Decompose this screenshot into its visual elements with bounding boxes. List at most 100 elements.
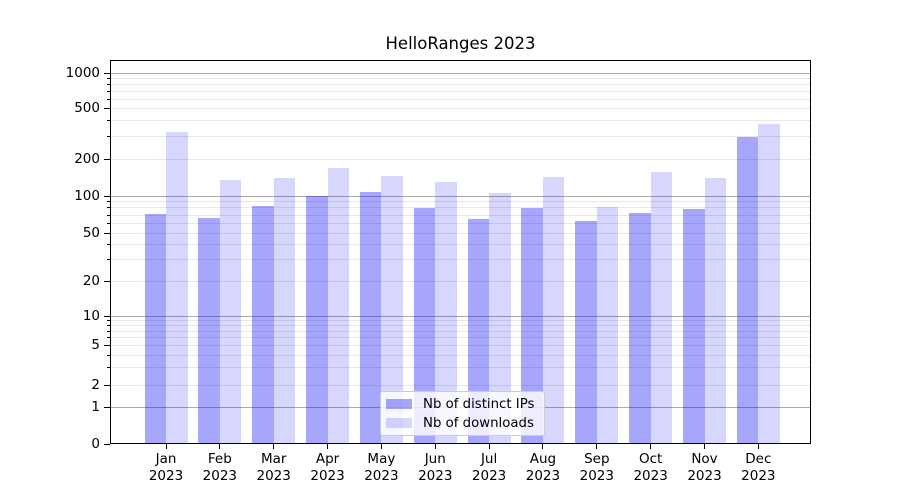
xtick-mark-jan-2023 [165,444,167,449]
xtick-label-line: Nov [691,451,718,467]
ytick-label-100: 100 [74,187,100,204]
legend-item-distinct-ips: Nb of distinct IPs [386,396,544,412]
grid-minor-500 [111,108,810,110]
bar-nb-of-distinct-ips-oct-2023 [629,212,651,444]
grid-minor-700 [111,90,810,92]
ytick-mark-minor-4 [107,354,110,356]
ytick-mark-0 [104,443,110,445]
ytick-mark-minor-400 [107,120,110,122]
ytick-label-1000: 1000 [65,64,100,81]
xtick-label-line: Mar [260,451,287,467]
ytick-mark-minor-900 [107,77,110,79]
xtick-label-nov-2023: Nov 2023 [670,451,740,485]
grid-minor-50 [111,232,810,234]
xtick-label-jun-2023: Jun 2023 [400,451,470,485]
ytick-mark-minor-6 [107,337,110,339]
ytick-mark-minor-300 [107,136,110,138]
bar-nb-of-distinct-ips-dec-2023 [736,136,759,444]
ytick-mark-minor-8 [107,325,110,327]
legend-item-downloads: Nb of downloads [386,415,544,431]
xtick-label-aug-2023: Aug 2023 [508,451,578,485]
grid-minor-30 [111,259,810,261]
ytick-mark-2 [104,385,110,387]
xtick-label-line: 2023 [633,468,668,484]
bar-nb-of-distinct-ips-jan-2023 [144,213,166,444]
xtick-label-line: 2023 [364,468,399,484]
grid-minor-400 [111,120,810,122]
xtick-label-line: Jul [480,451,498,467]
xtick-mark-aug-2023 [542,444,544,449]
bar-nb-of-distinct-ips-may-2023 [359,192,382,444]
ytick-label-1: 1 [91,399,100,416]
xtick-label-jul-2023: Jul 2023 [454,451,524,485]
grid-minor-6 [111,337,810,339]
xtick-label-line: May [367,451,396,467]
grid-major-10 [111,315,810,317]
legend-swatch-distinct-ips [386,399,412,409]
xtick-mark-may-2023 [380,444,382,449]
xtick-label-line: Oct [638,451,663,467]
xtick-mark-apr-2023 [327,444,329,449]
ytick-mark-1 [104,407,110,409]
ytick-label-10: 10 [82,307,100,324]
xtick-mark-feb-2023 [219,444,221,449]
xtick-label-line: Jan [155,451,177,467]
bar-nb-of-distinct-ips-feb-2023 [198,218,220,444]
ytick-mark-100 [104,195,110,197]
ytick-mark-minor-800 [107,83,110,85]
xtick-label-line: 2023 [148,468,184,484]
bar-nb-of-distinct-ips-nov-2023 [683,209,705,444]
legend: Nb of distinct IPs Nb of downloads [380,391,545,436]
grid-minor-2 [111,385,810,387]
xtick-label-oct-2023: Oct 2023 [616,451,686,485]
grid-minor-5 [111,345,810,347]
xtick-label-line: 2023 [471,468,507,484]
ytick-mark-minor-7 [107,330,110,332]
xtick-mark-sep-2023 [596,444,598,449]
xtick-mark-nov-2023 [704,444,705,449]
xtick-label-line: Sep [584,451,610,467]
grid-minor-70 [111,214,810,216]
legend-swatch-downloads [386,418,412,428]
ytick-mark-minor-600 [107,98,110,100]
ytick-mark-20 [104,280,110,282]
ytick-mark-1000 [104,72,110,74]
bar-nb-of-downloads-aug-2023 [542,176,565,444]
xtick-label-line: Jun [424,451,446,467]
grid-minor-90 [111,201,810,203]
xtick-mark-jun-2023 [434,444,436,449]
grid-major-1000 [111,72,810,74]
bar-nb-of-downloads-oct-2023 [650,171,673,444]
grid-major-100 [111,195,810,197]
grid-minor-7 [111,330,810,332]
ytick-label-500: 500 [74,100,100,117]
grid-minor-80 [111,207,810,209]
bar-nb-of-distinct-ips-jul-2023 [467,218,490,444]
xtick-label-may-2023: May 2023 [346,451,416,485]
xtick-label-line: Feb [207,451,232,467]
ytick-mark-10 [104,315,110,317]
bar-nb-of-downloads-jun-2023 [435,181,457,444]
xtick-label-jan-2023: Jan 2023 [131,451,201,485]
xtick-label-line: 2023 [310,468,345,484]
bar-nb-of-downloads-apr-2023 [327,167,350,444]
ytick-mark-minor-700 [107,90,110,92]
bar-nb-of-downloads-nov-2023 [704,177,726,444]
ytick-mark-minor-3 [107,367,110,369]
xtick-label-line: Aug [529,451,557,467]
grid-minor-4 [111,354,810,356]
xtick-label-dec-2023: Dec 2023 [723,451,793,485]
xtick-mark-jul-2023 [488,444,490,449]
xtick-label-line: 2023 [418,468,453,484]
bar-nb-of-downloads-dec-2023 [758,124,780,444]
bar-nb-of-downloads-feb-2023 [219,180,242,444]
grid-minor-40 [111,244,810,246]
xtick-mark-oct-2023 [650,444,652,449]
bar-nb-of-downloads-may-2023 [381,175,403,444]
ytick-label-20: 20 [82,272,100,289]
ytick-label-50: 50 [82,224,100,241]
bar-nb-of-distinct-ips-sep-2023 [575,220,597,444]
bar-nb-of-distinct-ips-apr-2023 [306,196,328,444]
ytick-mark-200 [104,158,110,160]
